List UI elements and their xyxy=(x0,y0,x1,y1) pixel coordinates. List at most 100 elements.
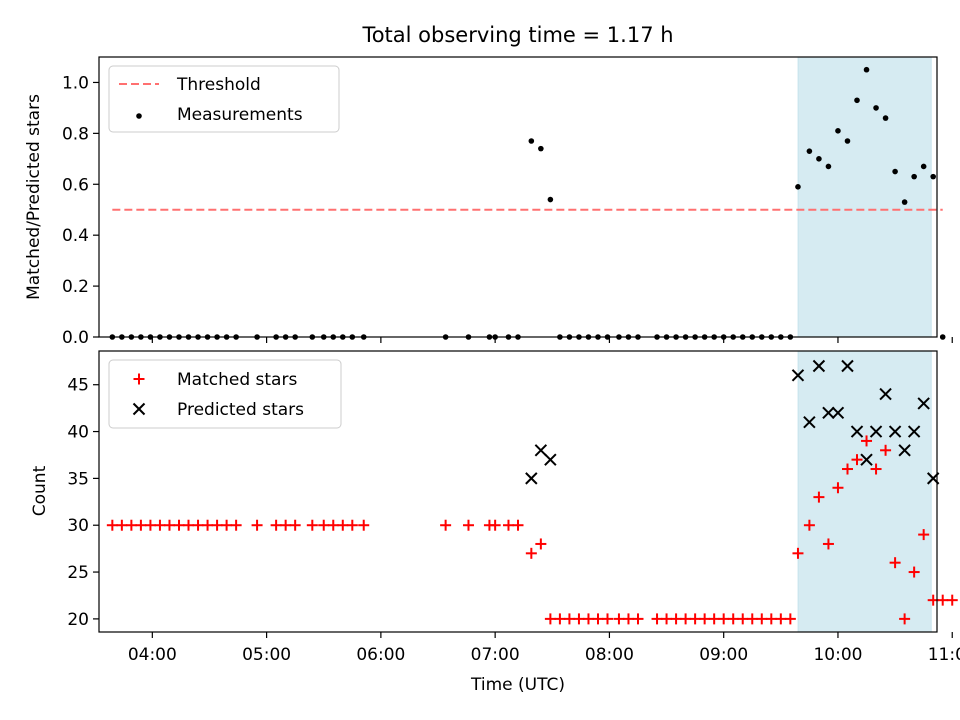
legend-threshold-label: Threshold xyxy=(176,75,261,95)
cross-stroke xyxy=(534,444,548,457)
matched-star-point xyxy=(489,519,501,531)
cross-stroke xyxy=(791,369,805,382)
measurement-point xyxy=(538,145,544,152)
measurement-point xyxy=(547,196,554,203)
matched-star-point xyxy=(622,613,634,625)
legend-plus-marker xyxy=(133,373,145,385)
legend-cross-marker xyxy=(132,402,146,416)
legend-predicted-label: Predicted stars xyxy=(177,400,304,420)
measurement-point xyxy=(816,156,822,162)
matched-star-point xyxy=(306,519,318,531)
cross-stroke xyxy=(544,453,557,466)
measurement-point xyxy=(873,105,879,111)
matched-star-point xyxy=(613,613,625,625)
predicted-star-point xyxy=(822,406,835,420)
matched-star-point xyxy=(337,519,349,531)
measurement-point xyxy=(528,138,535,144)
cross-stroke xyxy=(869,425,883,438)
top-y-ticks: 0.0 0.2 0.4 0.6 0.8 1.0 xyxy=(62,73,99,348)
measurement-point xyxy=(882,115,889,121)
matched-star-point xyxy=(880,444,892,456)
cross-stroke xyxy=(525,472,538,485)
predicted-star-point xyxy=(831,406,845,420)
matched-star-point xyxy=(784,613,796,625)
measurement-point xyxy=(835,128,841,134)
top-y-tick-label: 0.8 xyxy=(62,124,89,144)
bottom-y-tick-label: 40 xyxy=(67,423,89,443)
measurement-point xyxy=(854,97,860,104)
bottom-y-tick-label: 25 xyxy=(67,563,89,583)
matched-star-point xyxy=(230,519,242,531)
matched-star-point xyxy=(889,557,901,569)
predicted-star-point xyxy=(841,359,854,373)
measurement-point xyxy=(892,168,898,175)
bottom-legend-box xyxy=(108,359,342,429)
predicted-star-point xyxy=(917,397,930,410)
x-tick-label: 07:00 xyxy=(471,645,520,665)
bottom-plot-frame xyxy=(98,350,938,633)
matched-star-point xyxy=(221,519,233,531)
matched-star-point xyxy=(592,613,604,625)
predicted-star-point xyxy=(888,425,902,438)
matched-star-point xyxy=(803,519,815,531)
matched-star-point xyxy=(746,613,758,625)
predicted-star-point xyxy=(850,425,864,438)
matched-star-point xyxy=(462,519,474,531)
matched-star-point xyxy=(346,519,358,531)
matched-star-point xyxy=(680,613,692,625)
x-tick-label: 04:00 xyxy=(128,645,177,665)
x-tick-label: 08:00 xyxy=(585,645,634,665)
cross-stroke xyxy=(917,397,930,410)
matched-star-point xyxy=(544,613,556,625)
cross-stroke xyxy=(812,359,826,373)
matched-star-point xyxy=(192,519,204,531)
top-y-axis-label: Matched/Predicted stars xyxy=(24,94,44,300)
top-x-ticks xyxy=(151,337,953,343)
matched-star-point xyxy=(154,519,166,531)
top-plot-frame xyxy=(98,56,938,338)
top-y-tick-label: 0.6 xyxy=(62,175,89,195)
predicted-star-point xyxy=(803,415,816,429)
bottom-y-tick-label: 45 xyxy=(67,376,89,396)
top-y-tick-label: 1.0 xyxy=(62,73,89,93)
matched-star-point xyxy=(632,613,644,625)
bottom-highlight-band xyxy=(797,350,932,633)
matched-star-point xyxy=(211,519,223,531)
top-y-tick-label: 0.4 xyxy=(62,226,89,246)
predicted-star-point xyxy=(544,453,557,466)
matched-star-point xyxy=(183,519,195,531)
matched-star-point xyxy=(899,613,911,625)
matched-star-point xyxy=(937,594,949,606)
cross-stroke xyxy=(803,415,816,429)
top-y-tick-label: 0.2 xyxy=(62,277,89,297)
matched-star-point xyxy=(270,519,282,531)
cross-stroke xyxy=(907,425,921,438)
matched-star-point xyxy=(699,613,711,625)
measurement-point xyxy=(920,163,927,170)
predicted-star-point xyxy=(534,444,548,457)
cross-stroke xyxy=(860,453,873,466)
matched-star-point xyxy=(841,463,853,475)
matched-star-point xyxy=(708,613,720,625)
matched-star-point xyxy=(670,613,682,625)
star-count-points xyxy=(106,359,958,625)
chart-title: Total observing time = 1.17 h xyxy=(361,23,673,47)
predicted-star-point xyxy=(860,453,873,466)
cross-stroke xyxy=(831,406,845,420)
matched-star-point xyxy=(870,463,882,475)
bottom-y-tick-label: 30 xyxy=(67,516,89,536)
cross-stroke xyxy=(898,444,911,457)
matched-star-point xyxy=(651,613,663,625)
cross-stroke xyxy=(888,425,902,438)
bottom-y-tick-label: 20 xyxy=(67,610,89,630)
bottom-y-axis-label: Count xyxy=(30,465,50,516)
matched-star-point xyxy=(718,613,730,625)
matched-star-point xyxy=(813,491,825,503)
legend-matched-label: Matched stars xyxy=(177,370,297,390)
cross-stroke xyxy=(822,406,835,420)
bottom-x-ticks: 04:00 05:00 06:00 07:00 08:00 09:00 10:00 11:00 xyxy=(128,632,960,665)
top-highlight-band xyxy=(797,56,932,338)
matched-star-point xyxy=(563,613,575,625)
matched-star-point xyxy=(918,529,930,541)
top-y-tick-label: 0.0 xyxy=(62,328,89,348)
